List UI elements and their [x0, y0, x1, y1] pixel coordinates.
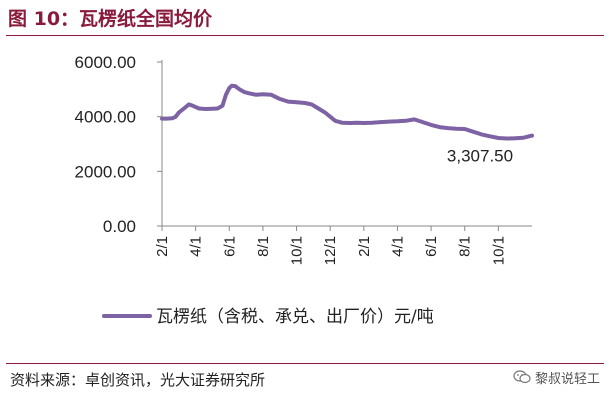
x-tick-label: 2/1	[154, 236, 171, 257]
chart-title: 图 10：瓦楞纸全国均价	[8, 8, 213, 30]
source-note: 资料来源：卓创资讯，光大证券研究所	[10, 371, 266, 389]
legend-entry: 瓦楞纸（含税、承兑、出厂价）元/吨	[156, 307, 434, 327]
x-tick-label: 10/1	[289, 236, 306, 265]
x-tick-label: 10/1	[490, 236, 507, 265]
title-divider	[6, 35, 604, 36]
y-tick-label: 0.00	[103, 217, 136, 236]
x-tick-label: 8/1	[255, 236, 272, 257]
x-tick-label: 6/1	[423, 236, 440, 257]
last-value-label: 3,307.50	[447, 147, 513, 166]
x-tick-label: 2/1	[356, 236, 373, 257]
wechat-icon	[513, 370, 531, 384]
watermark-text: 黎叔说轻工	[534, 371, 600, 387]
x-tick-label: 4/1	[389, 236, 406, 257]
y-tick-label: 6000.00	[75, 53, 136, 72]
x-tick-label: 6/1	[221, 236, 238, 257]
x-tick-label: 8/1	[457, 236, 474, 257]
watermark: 黎叔说轻工	[513, 366, 600, 388]
y-tick-label: 4000.00	[75, 108, 136, 127]
series-line	[160, 83, 534, 141]
line-chart: 0.00 2000.00 4000.00 6000.00 2/1 4/1 6/1 8/1 10…	[75, 53, 534, 327]
y-tick-label: 2000.00	[75, 162, 136, 181]
y-tick-labels: 0.00 2000.00 4000.00 6000.00	[75, 53, 162, 236]
legend: 瓦楞纸（含税、承兑、出厂价）元/吨	[102, 307, 434, 327]
x-tick-labels: 2/1 4/1 6/1 8/1 10/1 12/1 2/1 4/1 6/1 8/1 10/1	[154, 226, 507, 265]
x-tick-label: 4/1	[188, 236, 205, 257]
footer-divider	[6, 363, 604, 364]
x-tick-label: 12/1	[322, 236, 339, 265]
